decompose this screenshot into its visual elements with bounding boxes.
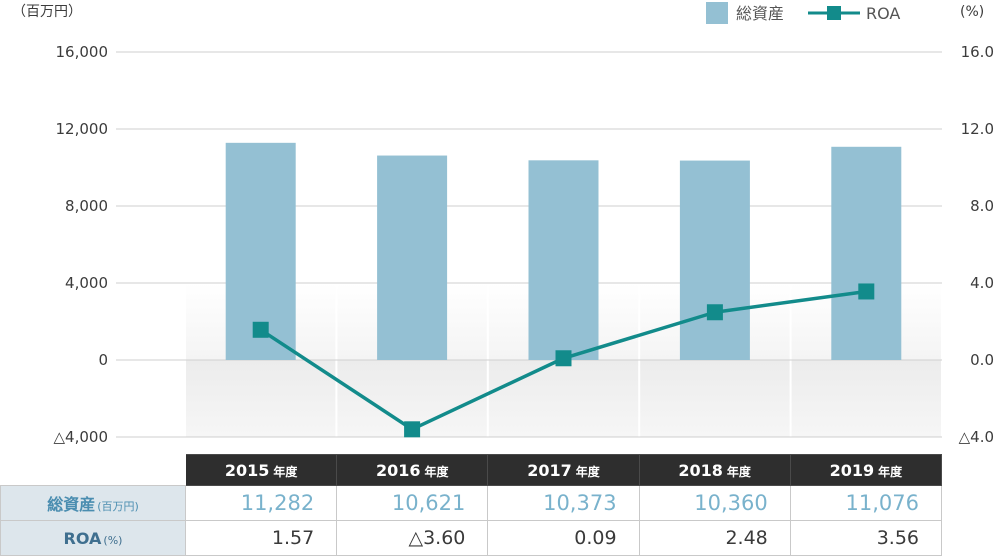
- left-axis-unit: （百万円）: [12, 4, 82, 20]
- roa-marker: [555, 350, 572, 367]
- right-tick-label: 12.0: [961, 120, 994, 138]
- row-label-roa: ROA (%): [0, 520, 186, 556]
- legend-bar-swatch: [706, 2, 728, 24]
- chart: 16,000 12,000 8,000 4,000 0 △4,000 16.0 12.0 8.0…: [12, 2, 994, 446]
- year-header: 2016 年度: [336, 454, 489, 486]
- data-table: 2015 年度 2016 年度 2017 年度 2018 年度 2019 年度 総資産 (百…: [0, 454, 943, 556]
- left-tick-label: 8,000: [65, 197, 108, 215]
- right-tick-label: 0.0: [970, 351, 994, 369]
- roa-marker: [252, 321, 269, 338]
- bar-series: [225, 142, 902, 360]
- table-cell: 3.56: [789, 520, 943, 556]
- year-label: 2019: [829, 460, 875, 480]
- table-row: ROA (%) 1.57 △3.60 0.09 2.48 3.56: [0, 520, 943, 556]
- left-tick-label: 12,000: [56, 120, 109, 138]
- table-header-row: 2015 年度 2016 年度 2017 年度 2018 年度 2019 年度: [0, 454, 943, 486]
- year-suffix: 年度: [424, 464, 449, 479]
- row-label-total-assets: 総資産 (百万円): [0, 485, 186, 521]
- tick-labels: 16,000 12,000 8,000 4,000 0 △4,000 16.0 12.0 8.0…: [54, 43, 994, 446]
- bar: [679, 160, 750, 360]
- year-label: 2015: [224, 460, 270, 480]
- table-corner: [0, 454, 186, 486]
- row-unit: (百万円): [97, 500, 139, 513]
- left-tick-label: 16,000: [56, 43, 109, 61]
- year-header: 2015 年度: [184, 454, 338, 486]
- table-cell: 0.09: [487, 520, 640, 556]
- right-tick-label: 4.0: [970, 274, 994, 292]
- table-cell: 2.48: [638, 520, 791, 556]
- right-tick-label: △4.0: [959, 428, 994, 446]
- left-tick-label: 4,000: [65, 274, 108, 292]
- left-tick-label: 0: [98, 351, 108, 369]
- year-label: 2018: [678, 460, 723, 480]
- roa-marker: [404, 421, 421, 438]
- roa-marker: [858, 283, 875, 300]
- legend-marker-swatch: [827, 6, 841, 20]
- row-label: 総資産: [47, 495, 96, 514]
- year-label: 2016: [376, 460, 421, 480]
- table-cell: 10,360: [638, 485, 791, 521]
- year-suffix: 年度: [273, 464, 298, 479]
- table-row: 総資産 (百万円) 11,282 10,621 10,373 10,360 11,…: [0, 485, 943, 521]
- year-suffix: 年度: [878, 464, 903, 479]
- legend-bar-label: 総資産: [736, 4, 784, 23]
- year-header: 2017 年度: [487, 454, 640, 486]
- row-label: ROA: [63, 528, 102, 548]
- year-suffix: 年度: [726, 464, 751, 479]
- table-cell: 11,282: [184, 485, 338, 521]
- bar: [831, 146, 902, 360]
- legend-line-label: ROA: [866, 4, 900, 23]
- bar: [528, 160, 599, 360]
- bar: [377, 155, 448, 360]
- table-cell: 1.57: [184, 520, 338, 556]
- year-header: 2018 年度: [638, 454, 791, 486]
- year-label: 2017: [527, 460, 572, 480]
- roa-marker: [706, 304, 723, 321]
- year-suffix: 年度: [575, 464, 600, 479]
- year-header: 2019 年度: [789, 454, 943, 486]
- line-series: [252, 283, 875, 438]
- right-axis-unit: (%): [960, 4, 984, 20]
- row-unit: (%): [103, 533, 123, 547]
- left-tick-label: △4,000: [54, 428, 108, 446]
- right-tick-label: 8.0: [970, 197, 994, 215]
- legend: 総資産 ROA: [706, 2, 900, 24]
- table-cell: 11,076: [789, 485, 943, 521]
- table-cell: 10,621: [336, 485, 489, 521]
- negative-band: [185, 360, 942, 437]
- table-cell: 10,373: [487, 485, 640, 521]
- table-cell: △3.60: [336, 520, 489, 556]
- right-tick-label: 16.0: [961, 43, 994, 61]
